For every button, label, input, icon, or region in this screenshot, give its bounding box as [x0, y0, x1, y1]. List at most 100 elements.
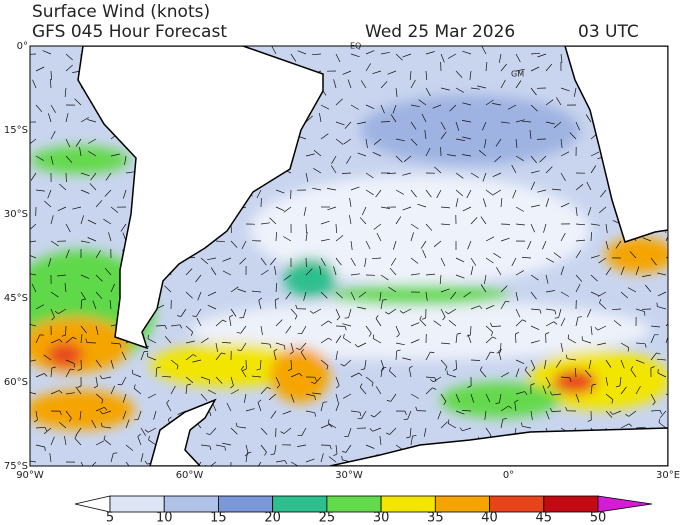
wind-barb	[373, 138, 382, 145]
wind-barb-feather	[144, 429, 149, 433]
wind-barb	[402, 357, 412, 361]
wind-barb	[301, 325, 307, 334]
wind-barb	[200, 444, 210, 447]
wind-barb	[72, 206, 82, 210]
wind-barb-feather	[630, 366, 634, 370]
wind-barb	[65, 368, 71, 378]
wind-barb-feather	[257, 399, 262, 403]
wind-barb-feather	[547, 384, 551, 389]
latitude-label: 15°S	[4, 125, 28, 136]
wind-barb-feather	[340, 363, 345, 367]
wind-barb-feather	[522, 319, 527, 322]
wind-barb	[251, 375, 262, 378]
wind-barb	[500, 121, 510, 124]
wind-barb	[285, 325, 292, 334]
wind-barb	[423, 427, 427, 437]
wind-barb-feather	[354, 344, 359, 348]
wind-barb	[80, 240, 90, 244]
wind-barb	[530, 170, 540, 174]
wind-barb	[395, 87, 398, 97]
wind-barb	[320, 220, 330, 225]
wind-barb	[243, 308, 247, 318]
wind-barb	[350, 186, 360, 191]
wind-barb-feather	[577, 316, 583, 318]
wind-barb	[91, 461, 97, 466]
wind-barb	[482, 198, 487, 208]
wind-barb	[455, 138, 465, 141]
wind-barb	[600, 189, 607, 198]
wind-barb-feather	[275, 297, 279, 301]
wind-barb-feather	[186, 383, 191, 386]
wind-barb	[588, 359, 592, 369]
wind-barb	[635, 386, 641, 395]
wind-barb-feather	[592, 383, 597, 386]
wind-barb	[620, 342, 629, 348]
wind-barb	[140, 351, 145, 361]
wind-barb-feather	[409, 365, 413, 369]
wind-barb-feather	[287, 368, 292, 372]
wind-barb	[80, 461, 84, 466]
wind-barb	[43, 354, 52, 361]
wind-barb	[544, 359, 547, 369]
wind-barb	[494, 155, 502, 163]
wind-barb-feather	[447, 419, 450, 424]
wind-barb-feather	[650, 366, 655, 369]
colorbar: 5 10 15 20 25 30 35 40 45 50	[74, 495, 653, 525]
wind-barb	[320, 337, 329, 344]
wind-barb-feather	[327, 419, 330, 424]
wind-barb	[86, 342, 97, 344]
wind-barb	[195, 274, 202, 283]
wind-barb	[200, 337, 209, 344]
wind-barb	[425, 223, 433, 231]
wind-barb-feather	[479, 366, 483, 371]
wind-barb	[30, 273, 37, 276]
wind-barb-feather	[656, 352, 661, 355]
wind-barb	[657, 306, 667, 310]
wind-barb	[320, 238, 330, 242]
wind-barb	[230, 286, 239, 293]
wind-barb	[440, 87, 450, 91]
wind-barb	[392, 104, 397, 114]
wind-barb	[74, 98, 82, 106]
wind-barb	[35, 189, 45, 192]
wind-barb	[361, 410, 367, 419]
wind-barb	[462, 427, 472, 432]
wind-barb	[514, 402, 517, 412]
calm-area	[250, 175, 590, 285]
wind-barb-feather	[44, 373, 48, 377]
wind-barb	[59, 183, 67, 191]
wind-barb	[485, 99, 494, 106]
wind-barb-feather	[326, 365, 329, 370]
wind-barb	[290, 308, 298, 316]
wind-barb	[527, 240, 532, 250]
wind-barb	[357, 342, 367, 348]
wind-barb-feather	[594, 327, 599, 331]
wind-barb	[530, 291, 537, 300]
wind-barb	[35, 373, 45, 378]
wind-barb-feather	[264, 451, 267, 456]
antarctic-peninsula	[149, 398, 217, 466]
wind-barb	[560, 376, 571, 379]
wind-barb	[110, 342, 121, 345]
wind-barb	[530, 87, 537, 96]
wind-barb	[372, 70, 382, 75]
wind-barb	[102, 376, 112, 380]
wind-barb-feather	[59, 410, 62, 415]
wind-barb	[365, 138, 368, 148]
wind-barb-feather	[357, 417, 362, 420]
wind-barb	[290, 372, 300, 378]
wind-barb-feather	[432, 387, 437, 390]
wind-barb-feather	[44, 427, 48, 432]
wind-barb	[305, 115, 313, 123]
wind-barb-feather	[298, 467, 299, 471]
colorbar-label: 10	[156, 511, 173, 525]
wind-barb	[560, 87, 570, 92]
wind-barb	[605, 223, 608, 233]
wind-barb-feather	[166, 399, 170, 404]
wind-barb	[539, 155, 547, 163]
wind-barb	[95, 200, 103, 208]
meridian-label: GM	[511, 70, 524, 79]
wind-barb-feather	[343, 334, 345, 339]
wind-barb	[170, 359, 179, 366]
wind-barb-feather	[244, 453, 249, 457]
